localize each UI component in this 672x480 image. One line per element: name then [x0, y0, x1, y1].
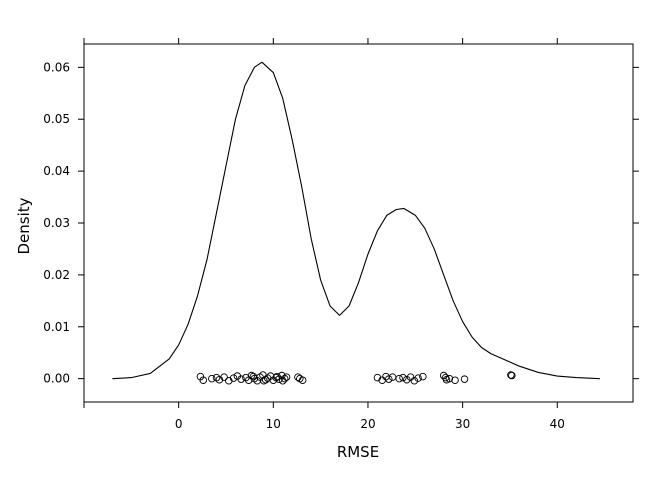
data-point — [280, 374, 289, 383]
y-tick-label: 0.04 — [43, 164, 70, 178]
data-point — [229, 374, 238, 382]
data-point — [237, 375, 245, 383]
y-tick-label: 0.06 — [43, 60, 70, 74]
data-point — [419, 372, 427, 381]
data-point — [388, 373, 397, 381]
data-point — [403, 375, 411, 384]
data-point — [260, 376, 268, 385]
plot-panel-frame — [83, 43, 634, 403]
y-tick-label: 0.05 — [43, 112, 70, 126]
y-tick-label: 0.03 — [43, 216, 70, 230]
x-tick-label: 0 — [175, 417, 183, 431]
data-point — [410, 376, 419, 385]
axes-layer: 0 10 20 30 40 0.00 0.01 0.02 0.03 0.04 0.05 0.06 — [43, 38, 639, 431]
data-point — [508, 371, 516, 380]
data-point — [215, 375, 224, 384]
data-point — [460, 375, 469, 383]
data-point — [199, 376, 208, 384]
data-point — [395, 374, 403, 383]
data-point — [208, 374, 216, 383]
data-point — [296, 374, 304, 383]
data-point — [399, 373, 407, 382]
data-point — [220, 373, 228, 381]
y-tick-label: 0.00 — [43, 372, 70, 386]
y-tick-label: 0.01 — [43, 320, 70, 334]
data-point — [261, 375, 270, 384]
density-curve — [112, 61, 600, 380]
x-tick-label: 40 — [550, 417, 565, 431]
y-tick-label: 0.02 — [43, 268, 70, 282]
data-point — [385, 375, 393, 383]
data-point — [279, 376, 287, 385]
data-point — [451, 376, 459, 384]
data-point — [273, 372, 281, 381]
x-axis-title: RMSE — [337, 443, 379, 461]
data-point — [249, 372, 258, 381]
data-point — [225, 376, 233, 385]
x-tick-label: 10 — [266, 417, 281, 431]
data-point — [294, 373, 302, 381]
y-axis-title: Density — [15, 197, 33, 254]
x-tick-label: 30 — [455, 417, 470, 431]
data-point — [445, 374, 454, 383]
data-layer — [112, 61, 600, 385]
x-tick-label: 20 — [360, 417, 375, 431]
data-point — [373, 373, 382, 382]
data-point — [414, 374, 422, 382]
